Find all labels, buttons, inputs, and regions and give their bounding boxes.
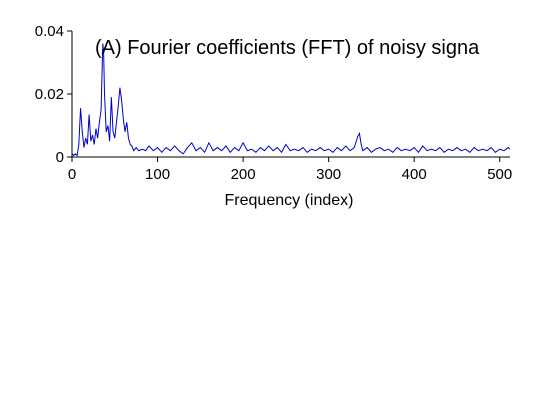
y-tick-label: 0 [56,149,64,166]
series-line-fft [72,43,510,157]
x-tick-label: 300 [316,166,341,183]
axes: 0 100 200 300 400 500 0 0.02 0.04 [35,23,512,183]
chart-title: (A) Fourier coefficients (FFT) of noisy … [95,37,480,59]
x-tick-label: 500 [487,166,512,183]
y-tick-label: 0.02 [35,86,64,103]
x-tick-label: 200 [231,166,256,183]
x-tick-label: 100 [145,166,170,183]
y-tick-label: 0.04 [35,23,64,40]
x-tick-label: 400 [402,166,427,183]
x-axis-title: Frequency (index) [225,192,354,209]
x-tick-label: 0 [68,166,76,183]
